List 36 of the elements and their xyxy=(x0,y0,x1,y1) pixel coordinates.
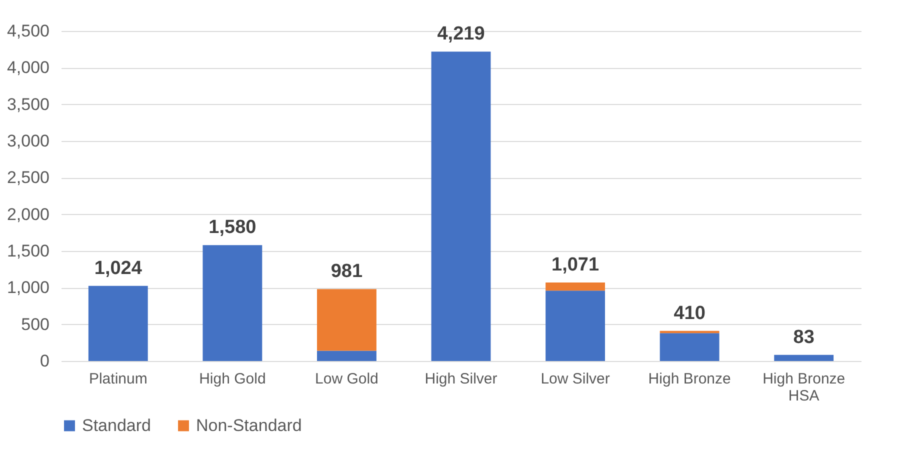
x-tick-label: Low Silver xyxy=(540,370,610,388)
bar xyxy=(431,52,491,361)
bar xyxy=(88,286,148,361)
x-tick-label: Platinum xyxy=(88,370,148,388)
total-label: 4,219 xyxy=(437,24,485,45)
y-tick-label: 0 xyxy=(40,352,50,370)
y-tick-label: 500 xyxy=(21,314,50,334)
x-tick-label: High Gold xyxy=(199,370,266,388)
legend-label: Standard xyxy=(82,416,151,435)
bar xyxy=(660,330,720,334)
x-tick-label: High Silver xyxy=(424,370,498,388)
total-label: 83 xyxy=(793,326,814,348)
bar xyxy=(317,350,376,361)
bar xyxy=(202,245,262,361)
bar xyxy=(774,354,834,361)
y-tick-label: 2,500 xyxy=(6,168,50,188)
x-tick-label: High Bronze HSA xyxy=(762,370,846,404)
bar xyxy=(546,282,605,291)
y-tick-label: 1,000 xyxy=(6,278,50,298)
total-label: 1,580 xyxy=(208,217,256,238)
y-tick-label: 2,000 xyxy=(6,204,50,224)
legend-label: Non-Standard xyxy=(196,416,302,435)
bar xyxy=(546,290,605,361)
y-tick-label: 3,500 xyxy=(6,94,50,114)
total-label: 1,024 xyxy=(94,258,142,279)
y-tick-label: 4,500 xyxy=(6,22,50,40)
y-tick-label: 4,000 xyxy=(6,58,50,78)
total-label: 981 xyxy=(330,261,363,282)
bar xyxy=(660,333,720,361)
y-tick-label: 1,500 xyxy=(6,242,50,260)
y-tick-label: 3,000 xyxy=(6,132,50,150)
total-label: 1,071 xyxy=(552,254,600,276)
x-tick-label: Low Gold xyxy=(315,370,378,388)
x-tick-label: High Bronze xyxy=(648,370,731,388)
bar xyxy=(317,289,376,351)
total-label: 410 xyxy=(674,302,706,324)
